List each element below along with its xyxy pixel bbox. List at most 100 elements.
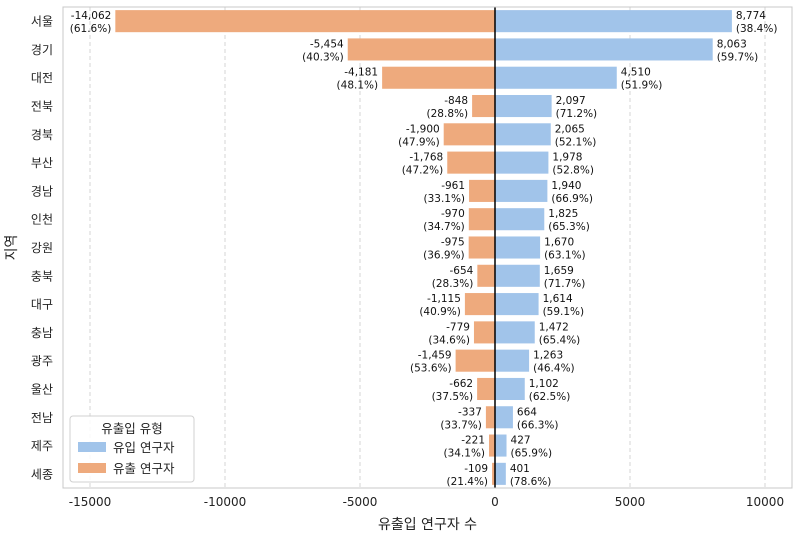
- legend-swatch-inflow: [78, 442, 106, 452]
- inflow-bar-3: [495, 94, 552, 118]
- inflow-bar-16: [495, 462, 506, 485]
- inflow-bar-1: [495, 38, 713, 61]
- inflow-bar-13: [495, 377, 525, 401]
- outflow-bar-1: [347, 38, 495, 61]
- outflow-pct-label-11: (34.6%): [428, 334, 470, 346]
- x-tick-label-5: 10000: [746, 495, 784, 509]
- inflow-pct-label-11: (65.4%): [539, 334, 581, 346]
- outflow-bar-10: [464, 293, 495, 316]
- inflow-bar-7: [495, 208, 545, 231]
- y-tick-label-15: 제주: [31, 439, 53, 453]
- inflow-pct-label-8: (63.1%): [544, 250, 586, 262]
- inflow-pct-label-12: (46.4%): [533, 363, 575, 375]
- outflow-value-label-10: -1,115: [427, 293, 461, 305]
- inflow-pct-label-7: (65.3%): [548, 221, 590, 233]
- inflow-value-label-13: 1,102: [529, 378, 559, 390]
- x-tick-label-2: -5000: [343, 495, 378, 509]
- inflow-bar-8: [495, 236, 541, 259]
- outflow-value-label-0: -14,062: [71, 10, 112, 22]
- inflow-bar-6: [495, 179, 548, 202]
- inflow-value-label-16: 401: [510, 463, 530, 475]
- y-tick-label-12: 광주: [31, 354, 53, 368]
- y-tick-label-6: 경남: [31, 184, 53, 198]
- inflow-value-label-6: 1,940: [551, 180, 581, 192]
- outflow-pct-label-3: (28.8%): [427, 108, 469, 120]
- outflow-value-label-11: -779: [446, 321, 470, 333]
- legend-swatch-outflow: [78, 463, 106, 473]
- inflow-pct-label-0: (38.4%): [736, 23, 778, 35]
- x-tick-label-0: -15000: [69, 495, 112, 509]
- outflow-pct-label-10: (40.9%): [419, 306, 461, 318]
- outflow-bar-15: [489, 434, 495, 457]
- inflow-value-label-12: 1,263: [533, 350, 563, 362]
- inflow-pct-label-10: (59.1%): [543, 306, 585, 318]
- outflow-pct-label-12: (53.6%): [410, 363, 452, 375]
- inflow-value-label-2: 4,510: [621, 67, 651, 79]
- outflow-value-label-6: -961: [441, 180, 465, 192]
- inflow-bar-9: [495, 264, 540, 287]
- y-tick-label-5: 부산: [31, 156, 53, 170]
- inflow-bar-10: [495, 293, 539, 316]
- inflow-pct-label-13: (62.5%): [529, 391, 571, 403]
- inflow-pct-label-1: (59.7%): [717, 51, 759, 63]
- inflow-bar-15: [495, 434, 507, 457]
- inflow-bar-0: [495, 10, 732, 33]
- inflow-value-label-8: 1,670: [544, 237, 574, 249]
- outflow-value-label-1: -5,454: [310, 38, 344, 50]
- inflow-pct-label-4: (52.1%): [555, 136, 597, 148]
- x-tick-label-4: 5000: [615, 495, 646, 509]
- inflow-pct-label-3: (71.2%): [556, 108, 598, 120]
- x-tick-labels: -15000 -10000 -5000 0 5000 10000: [69, 495, 784, 509]
- inflow-bar-2: [495, 66, 617, 89]
- data-labels: 8,774(38.4%) 8,063(59.7%) 4,510(51.9%) 2,09…: [70, 10, 778, 488]
- y-tick-label-4: 경북: [31, 128, 53, 142]
- outflow-value-label-13: -662: [449, 378, 473, 390]
- inflow-pct-label-9: (71.7%): [544, 278, 586, 290]
- outflow-bar-6: [469, 179, 495, 202]
- inflow-value-label-7: 1,825: [548, 208, 578, 220]
- outflow-bar-4: [443, 123, 495, 146]
- outflow-bar-7: [468, 208, 495, 231]
- legend-label-inflow: 유입 연구자: [113, 440, 175, 455]
- inflow-bar-11: [495, 321, 535, 344]
- outflow-value-label-4: -1,900: [406, 123, 440, 135]
- outflow-value-label-8: -975: [441, 237, 465, 249]
- inflow-pct-label-15: (65.9%): [511, 448, 553, 460]
- outflow-bar-14: [485, 406, 495, 429]
- inflow-value-label-3: 2,097: [556, 95, 586, 107]
- y-axis-title: 지역: [4, 235, 20, 261]
- outflow-bar-11: [473, 321, 495, 344]
- outflow-bar-3: [472, 94, 495, 118]
- outflow-bar-5: [447, 151, 495, 174]
- outflow-value-label-16: -109: [464, 463, 488, 475]
- inflow-value-label-10: 1,614: [543, 293, 573, 305]
- inflow-pct-label-2: (51.9%): [621, 80, 663, 92]
- outflow-value-label-3: -848: [444, 95, 468, 107]
- legend-title: 유출입 유형: [101, 421, 162, 436]
- inflow-value-label-9: 1,659: [544, 265, 574, 277]
- inflow-value-label-11: 1,472: [539, 321, 569, 333]
- inflow-value-label-1: 8,063: [717, 38, 747, 50]
- legend: 유출입 유형 유입 연구자 유출 연구자: [69, 415, 195, 483]
- legend-label-outflow: 유출 연구자: [113, 461, 175, 476]
- y-tick-label-13: 울산: [31, 382, 53, 396]
- y-tick-label-10: 대구: [31, 298, 53, 312]
- y-tick-label-2: 대전: [31, 71, 53, 85]
- inflow-bar-12: [495, 349, 530, 372]
- outflow-pct-label-15: (34.1%): [443, 448, 485, 460]
- outflow-pct-label-14: (33.7%): [440, 419, 482, 431]
- inflow-bar-14: [495, 406, 513, 429]
- inflow-pct-label-6: (66.9%): [551, 193, 593, 205]
- outflow-bar-8: [468, 236, 495, 259]
- outflow-pct-label-8: (36.9%): [423, 250, 465, 262]
- y-tick-label-0: 서울: [31, 15, 53, 29]
- outflow-value-label-14: -337: [458, 406, 482, 418]
- y-tick-label-11: 충남: [31, 326, 53, 340]
- y-tick-label-8: 강원: [31, 241, 53, 255]
- outflow-pct-label-16: (21.4%): [446, 476, 488, 488]
- inflow-value-label-14: 664: [517, 406, 537, 418]
- inflow-pct-label-16: (78.6%): [510, 476, 552, 488]
- outflow-value-label-9: -654: [449, 265, 473, 277]
- y-tick-label-7: 인천: [31, 212, 53, 227]
